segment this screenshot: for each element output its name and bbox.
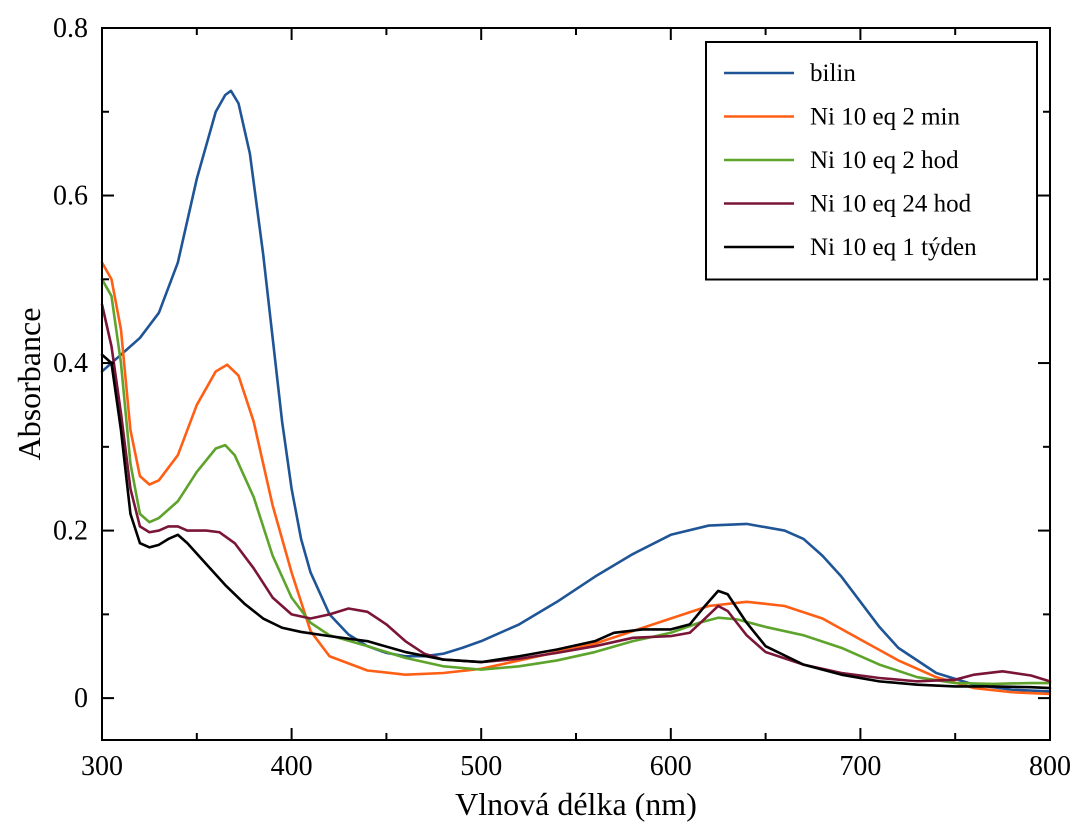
series-line-1: [100, 261, 1052, 696]
y-tick-label: 0.6: [53, 181, 88, 212]
legend: bilin Ni 10 eq 2 min Ni 10 eq 2 hod Ni 10 e…: [705, 41, 1038, 281]
series-line-2: [100, 277, 1052, 686]
y-tick-label: 0.8: [53, 13, 88, 44]
x-tick-label: 600: [650, 751, 692, 782]
series-line-0: [100, 89, 1052, 693]
y-axis-title: Absorbance: [11, 308, 47, 461]
x-tick-label: 700: [839, 751, 881, 782]
series-line-4: [100, 353, 1052, 690]
plot-lines: [100, 89, 1052, 696]
x-tick-label: 400: [271, 751, 313, 782]
legend-label-0: bilin: [810, 60, 856, 87]
legend-label-1: Ni 10 eq 2 min: [810, 104, 960, 131]
y-tick-label: 0.2: [53, 516, 88, 547]
axes: 300 400 500 600 700 800 0 0.2 0.4 0.6 0.8: [53, 13, 1071, 782]
x-tick-label: 800: [1029, 751, 1071, 782]
y-tick-label: 0: [74, 683, 88, 714]
x-axis-title: Vlnová délka (nm): [455, 786, 697, 822]
legend-label-3: Ni 10 eq 24 hod: [810, 191, 972, 218]
legend-label-2: Ni 10 eq 2 hod: [810, 147, 959, 174]
x-tick-label: 300: [81, 751, 123, 782]
y-tick-label: 0.4: [53, 348, 88, 379]
legend-label-4: Ni 10 eq 1 týden: [810, 234, 977, 261]
x-tick-label: 500: [460, 751, 502, 782]
